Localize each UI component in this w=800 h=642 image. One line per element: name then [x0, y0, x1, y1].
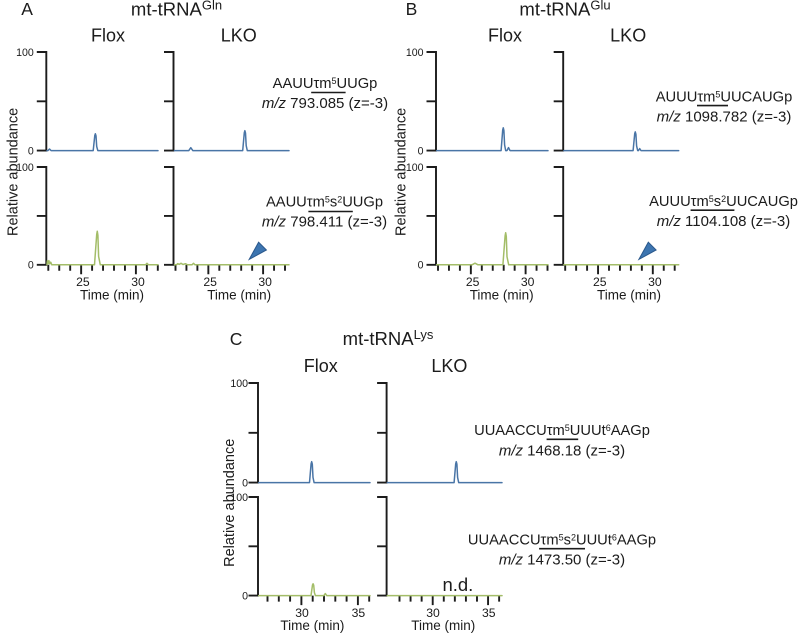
svg-text:m/z 1104.108 (z=-3): m/z 1104.108 (z=-3) [657, 213, 791, 230]
svg-text:Time (min): Time (min) [207, 287, 271, 302]
svg-text:0: 0 [28, 260, 34, 272]
svg-text:Time (min): Time (min) [280, 618, 344, 633]
svg-text:100: 100 [406, 162, 424, 174]
svg-text:m/z 793.085 (z=-3): m/z 793.085 (z=-3) [262, 95, 388, 112]
svg-text:mt-tRNALys: mt-tRNALys [343, 327, 434, 349]
svg-text:Relative abundance: Relative abundance [222, 439, 238, 567]
svg-text:C: C [230, 329, 243, 349]
svg-text:m/z 1473.50 (z=-3): m/z 1473.50 (z=-3) [499, 552, 625, 569]
svg-text:mt-tRNAGln: mt-tRNAGln [131, 0, 222, 19]
svg-text:LKO: LKO [221, 26, 257, 46]
svg-text:Flox: Flox [91, 26, 125, 46]
svg-text:mt-tRNAGlu: mt-tRNAGlu [519, 0, 610, 19]
svg-text:30: 30 [648, 275, 662, 289]
svg-text:100: 100 [406, 47, 424, 59]
svg-text:30: 30 [426, 606, 440, 620]
svg-text:30: 30 [295, 606, 309, 620]
svg-text:UUAACCUτm5s2UUUt6AAGp: UUAACCUτm5s2UUUt6AAGp [468, 532, 656, 548]
svg-text:35: 35 [482, 606, 496, 620]
svg-text:25: 25 [76, 275, 90, 289]
svg-text:25: 25 [203, 275, 217, 289]
svg-text:Time (min): Time (min) [597, 287, 661, 302]
svg-text:AUUUτm5UUCAUGp: AUUUτm5UUCAUGp [656, 89, 793, 105]
svg-text:AAUUτm5s2UUGp: AAUUτm5s2UUGp [266, 195, 383, 211]
svg-text:30: 30 [521, 275, 535, 289]
svg-text:Time (min): Time (min) [80, 287, 144, 302]
svg-text:Flox: Flox [304, 356, 338, 376]
svg-text:100: 100 [230, 492, 248, 504]
svg-text:Relative abundance: Relative abundance [5, 108, 21, 236]
svg-text:100: 100 [230, 378, 248, 390]
svg-text:Relative abundance: Relative abundance [394, 108, 410, 236]
svg-text:A: A [21, 0, 33, 19]
svg-text:m/z 1468.18 (z=-3): m/z 1468.18 (z=-3) [499, 442, 625, 459]
svg-text:25: 25 [466, 275, 480, 289]
svg-text:0: 0 [242, 591, 248, 603]
svg-text:Time (min): Time (min) [411, 618, 475, 633]
svg-text:Time (min): Time (min) [470, 287, 534, 302]
svg-text:100: 100 [16, 162, 34, 174]
svg-text:100: 100 [16, 47, 34, 59]
svg-text:30: 30 [258, 275, 272, 289]
svg-text:Flox: Flox [488, 26, 522, 46]
svg-text:UUAACCUτm5UUUt6AAGp: UUAACCUτm5UUUt6AAGp [474, 423, 650, 439]
svg-text:LKO: LKO [431, 356, 467, 376]
svg-text:30: 30 [131, 275, 145, 289]
svg-text:AAUUτm5UUGp: AAUUτm5UUGp [273, 76, 378, 92]
svg-text:m/z 1098.782 (z=-3): m/z 1098.782 (z=-3) [657, 108, 792, 125]
svg-text:m/z 798.411 (z=-3): m/z 798.411 (z=-3) [262, 214, 387, 231]
svg-text:0: 0 [242, 478, 248, 490]
svg-text:35: 35 [352, 606, 366, 620]
svg-text:0: 0 [418, 146, 424, 158]
svg-text:0: 0 [28, 146, 34, 158]
svg-text:0: 0 [418, 260, 424, 272]
svg-text:n.d.: n.d. [442, 574, 473, 595]
svg-text:LKO: LKO [610, 26, 646, 46]
svg-text:B: B [406, 0, 418, 19]
svg-text:25: 25 [593, 275, 607, 289]
svg-text:AUUUτm5s2UUCAUGp: AUUUτm5s2UUCAUGp [649, 194, 798, 210]
